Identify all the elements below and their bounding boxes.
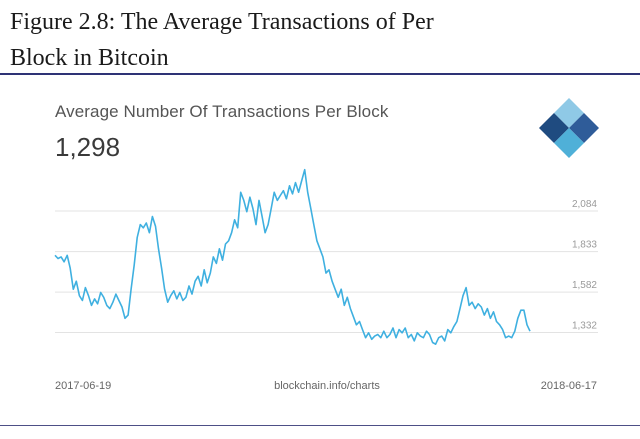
y-tick-label: 1,833	[572, 240, 597, 251]
logo-tile-bottom	[554, 128, 584, 158]
y-tick-label: 1,582	[572, 280, 597, 291]
x-tick-label-end: 2018-06-17	[541, 380, 597, 392]
figure-caption: Figure 2.8: The Average Transactions of …	[10, 4, 610, 76]
series-layer	[54, 168, 531, 346]
x-tick-label-start: 2017-06-19	[55, 380, 111, 392]
series-line	[54, 168, 531, 346]
y-axis-ticks: 1,332 1,582 1,833 2,084	[572, 199, 597, 331]
figure-caption-line-2: Block in Bitcoin	[10, 45, 169, 71]
source-label: blockchain.info/charts	[274, 380, 380, 392]
bottom-divider	[0, 425, 640, 426]
y-tick-label: 2,084	[572, 199, 597, 210]
blockchain-cube-logo-icon	[539, 98, 599, 158]
chart-title: Average Number Of Transactions Per Block	[55, 102, 389, 121]
y-tick-label: 1,332	[572, 321, 597, 332]
caption-divider	[0, 73, 640, 75]
grid-lines	[55, 210, 598, 334]
current-value: 1,298	[55, 132, 121, 162]
figure-caption-line-1: Figure 2.8: The Average Transactions of …	[10, 9, 434, 35]
